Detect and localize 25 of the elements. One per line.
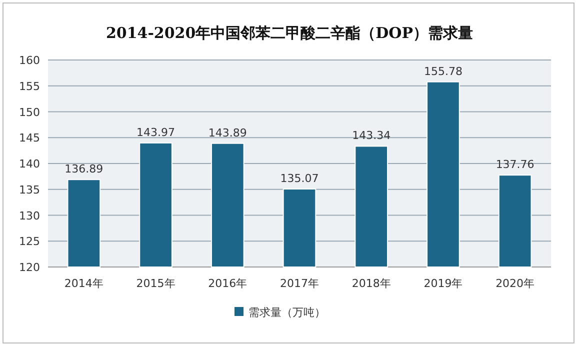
legend-label: 需求量（万吨） bbox=[248, 306, 326, 319]
y-tick-label: 160 bbox=[19, 54, 40, 67]
y-tick-label: 135 bbox=[19, 183, 40, 196]
data-label: 155.78 bbox=[424, 64, 462, 78]
y-tick-label: 125 bbox=[19, 235, 40, 248]
x-tick-label: 2020年 bbox=[496, 277, 535, 290]
x-tick-label: 2017年 bbox=[280, 277, 319, 290]
data-label: 143.97 bbox=[136, 126, 176, 139]
x-tick-label: 2018年 bbox=[352, 277, 391, 290]
data-label: 135.07 bbox=[280, 172, 319, 186]
data-label: 137.76 bbox=[496, 158, 534, 172]
x-tick-label: 2016年 bbox=[208, 277, 248, 290]
data-label: 143.89 bbox=[208, 126, 247, 140]
y-tick-label: 120 bbox=[19, 261, 40, 274]
y-tick-label: 130 bbox=[19, 209, 40, 222]
y-tick-label: 140 bbox=[19, 158, 40, 170]
x-tick-label: 2015年 bbox=[136, 277, 176, 290]
y-tick-label: 150 bbox=[19, 106, 40, 119]
chart-title: 2014-2020年中国邻苯二甲酸二辛酯（DOP）需求量 bbox=[106, 24, 474, 42]
x-tick-label: 2019年 bbox=[424, 277, 463, 290]
data-label: 136.89 bbox=[64, 162, 104, 176]
data-label: 143.34 bbox=[352, 129, 391, 142]
y-tick-label: 155 bbox=[19, 80, 40, 93]
x-tick-label: 2014年 bbox=[64, 277, 104, 290]
y-tick-label: 145 bbox=[19, 132, 40, 145]
